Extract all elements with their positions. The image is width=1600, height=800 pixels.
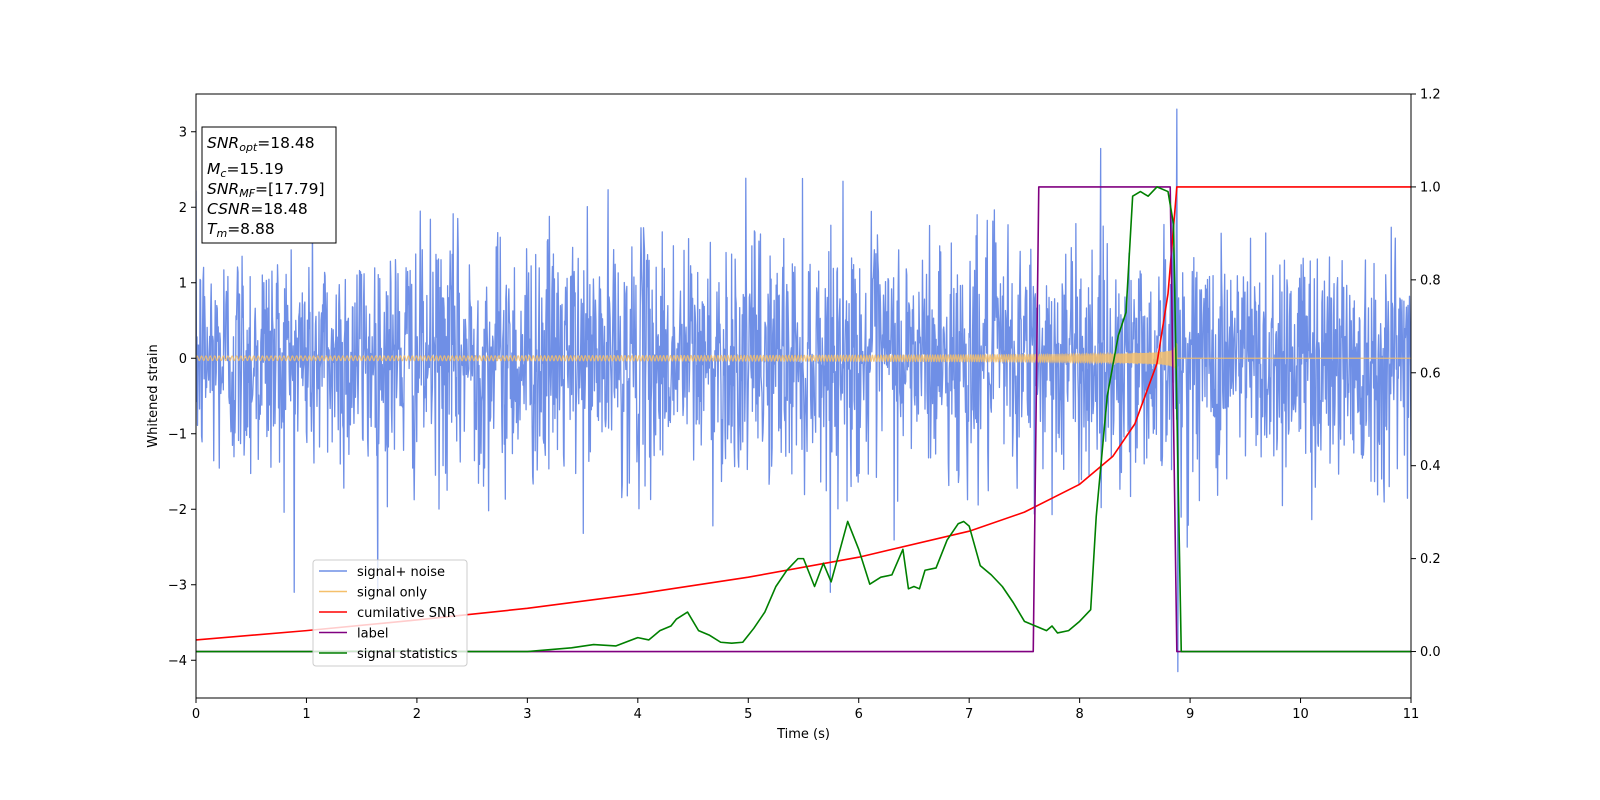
y-left-tick-label: −2	[168, 503, 187, 518]
y-left-tick-label: 2	[179, 201, 187, 216]
x-tick-label: 5	[744, 707, 752, 722]
y-left-tick-label: −4	[168, 654, 187, 669]
x-tick-label: 7	[965, 707, 973, 722]
legend-label-signal-only: signal only	[357, 586, 427, 601]
y-right-tick-label: 0.2	[1420, 552, 1441, 567]
x-tick-label: 8	[1075, 707, 1083, 722]
y-left-tick-label: 3	[179, 125, 187, 140]
annotation-snr-mf: SNRMF=[17.79]	[207, 180, 325, 200]
x-tick-label: 2	[413, 707, 421, 722]
y-right-tick-label: 1.0	[1420, 180, 1441, 195]
y-left-tick-label: 1	[179, 276, 187, 291]
x-tick-label: 9	[1186, 707, 1194, 722]
y-left-tick-label: 0	[179, 352, 187, 367]
annotation-box: SNRopt=18.48 Mc=15.19 SNRMF=[17.79] CSNR…	[202, 127, 336, 243]
x-tick-label: 1	[302, 707, 310, 722]
x-tick-label: 10	[1292, 707, 1309, 722]
y-axis-label-left: Whitened strain	[146, 344, 161, 447]
annotation-mc: Mc=15.19	[207, 160, 284, 180]
y-left-tick-label: −3	[168, 578, 187, 593]
x-axis-label: Time (s)	[776, 727, 830, 742]
y-right-tick-label: 0.8	[1420, 273, 1441, 288]
y-right-tick-label: 1.2	[1420, 88, 1441, 103]
x-tick-label: 4	[634, 707, 642, 722]
x-tick-label: 0	[192, 707, 200, 722]
legend-label-cumulative-snr: cumilative SNR	[357, 606, 456, 621]
annotation-csnr: CSNR=18.48	[207, 200, 308, 218]
legend-label-label: label	[357, 627, 388, 642]
annotation-snr-opt: SNRopt=18.48	[207, 134, 315, 154]
legend-label-signal-noise: signal+ noise	[357, 565, 445, 580]
legend: signal+ noise signal only cumilative SNR…	[313, 560, 467, 666]
y-right-tick-label: 0.4	[1420, 459, 1441, 474]
x-tick-label: 3	[523, 707, 531, 722]
x-tick-label: 11	[1403, 707, 1420, 722]
y-left-tick-label: −1	[168, 427, 187, 442]
y-right-tick-label: 0.6	[1420, 366, 1441, 381]
y-right-tick-label: 0.0	[1420, 645, 1441, 660]
x-tick-label: 6	[855, 707, 863, 722]
legend-label-signal-statistics: signal statistics	[357, 647, 458, 662]
